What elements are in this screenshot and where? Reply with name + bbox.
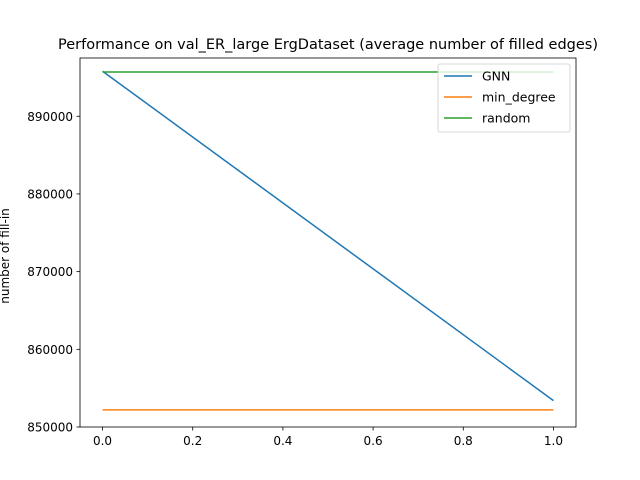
legend-label-GNN: GNN xyxy=(482,69,510,84)
y-tick-label: 880000 xyxy=(27,187,73,201)
y-tick-label: 860000 xyxy=(27,343,73,357)
legend-box xyxy=(437,63,571,133)
x-tick-label: 1.0 xyxy=(544,434,563,448)
series-line-GNN xyxy=(102,70,554,402)
plot-area: 0.0 0.2 0.4 0.6 0.8 1.0 850000 860000 870000 8800… xyxy=(27,57,577,448)
y-tick-label: 870000 xyxy=(27,265,73,279)
x-tick-label: 0.2 xyxy=(183,434,202,448)
legend-label-min_degree: min_degree xyxy=(482,90,556,105)
x-tick-label: 0.8 xyxy=(454,434,473,448)
y-tick-label: 850000 xyxy=(27,421,73,435)
axes-frame xyxy=(79,57,577,428)
legend-label-random: random xyxy=(482,111,530,126)
x-tick-label: 0.4 xyxy=(273,434,292,448)
x-tick-label: 0.0 xyxy=(93,434,112,448)
y-tick-label: 890000 xyxy=(27,110,73,124)
y-axis-label: number of fill-in xyxy=(0,208,12,304)
x-tick-label: 0.6 xyxy=(364,434,383,448)
chart-title: Performance on val_ER_large ErgDataset (… xyxy=(58,37,598,53)
